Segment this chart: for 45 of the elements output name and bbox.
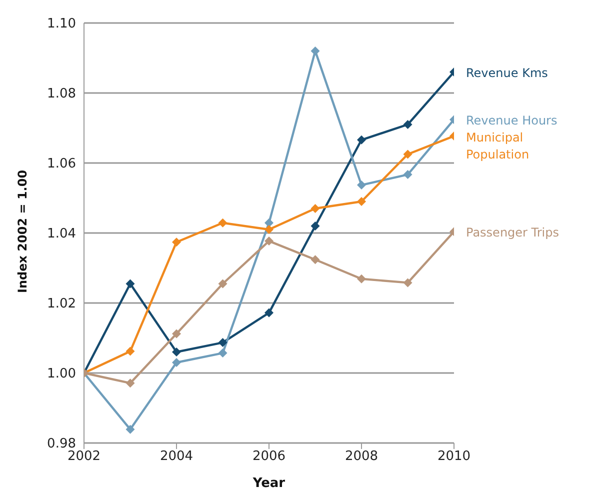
point <box>218 218 228 228</box>
y-tick-label: 1.00 <box>47 366 76 382</box>
point <box>218 348 228 358</box>
point <box>264 225 274 234</box>
point <box>357 180 366 190</box>
y-tick-label: 1.04 <box>47 226 76 242</box>
point <box>264 236 274 246</box>
point <box>126 378 135 388</box>
point <box>310 204 320 213</box>
x-tick-label: 2006 <box>252 449 286 464</box>
series-label: Revenue Hours <box>466 114 558 128</box>
x-tick-label: 2004 <box>160 449 194 464</box>
point <box>126 424 135 434</box>
point <box>403 278 412 288</box>
point <box>310 222 320 230</box>
point <box>264 218 274 228</box>
point <box>126 279 135 288</box>
x-tick-label: 2002 <box>67 449 101 464</box>
series-label: Municipal Population <box>466 130 530 162</box>
y-tick-label: 1.06 <box>47 156 76 172</box>
point <box>264 308 274 318</box>
series-label: Passenger Trips <box>466 226 559 240</box>
x-axis-title: Year <box>252 476 286 491</box>
y-tick-label: 1.10 <box>47 16 76 32</box>
x-tick-label: 2008 <box>344 449 378 464</box>
point <box>357 197 366 206</box>
point <box>172 358 181 367</box>
y-axis-title: Index 2002 = 1.00 <box>15 170 30 293</box>
point <box>218 338 228 348</box>
x-tick-label: 2010 <box>437 449 471 464</box>
point <box>172 329 181 338</box>
point <box>126 346 135 356</box>
point <box>310 255 320 264</box>
y-tick-label: 1.08 <box>47 86 76 102</box>
point <box>310 46 320 56</box>
point <box>403 150 412 159</box>
point <box>172 238 181 247</box>
point <box>357 135 366 144</box>
point <box>357 274 366 284</box>
point <box>403 120 412 129</box>
point <box>403 170 412 180</box>
point <box>172 348 181 356</box>
series-label: Revenue Kms <box>466 66 548 80</box>
y-tick-label: 1.02 <box>47 296 76 312</box>
point <box>218 279 228 288</box>
